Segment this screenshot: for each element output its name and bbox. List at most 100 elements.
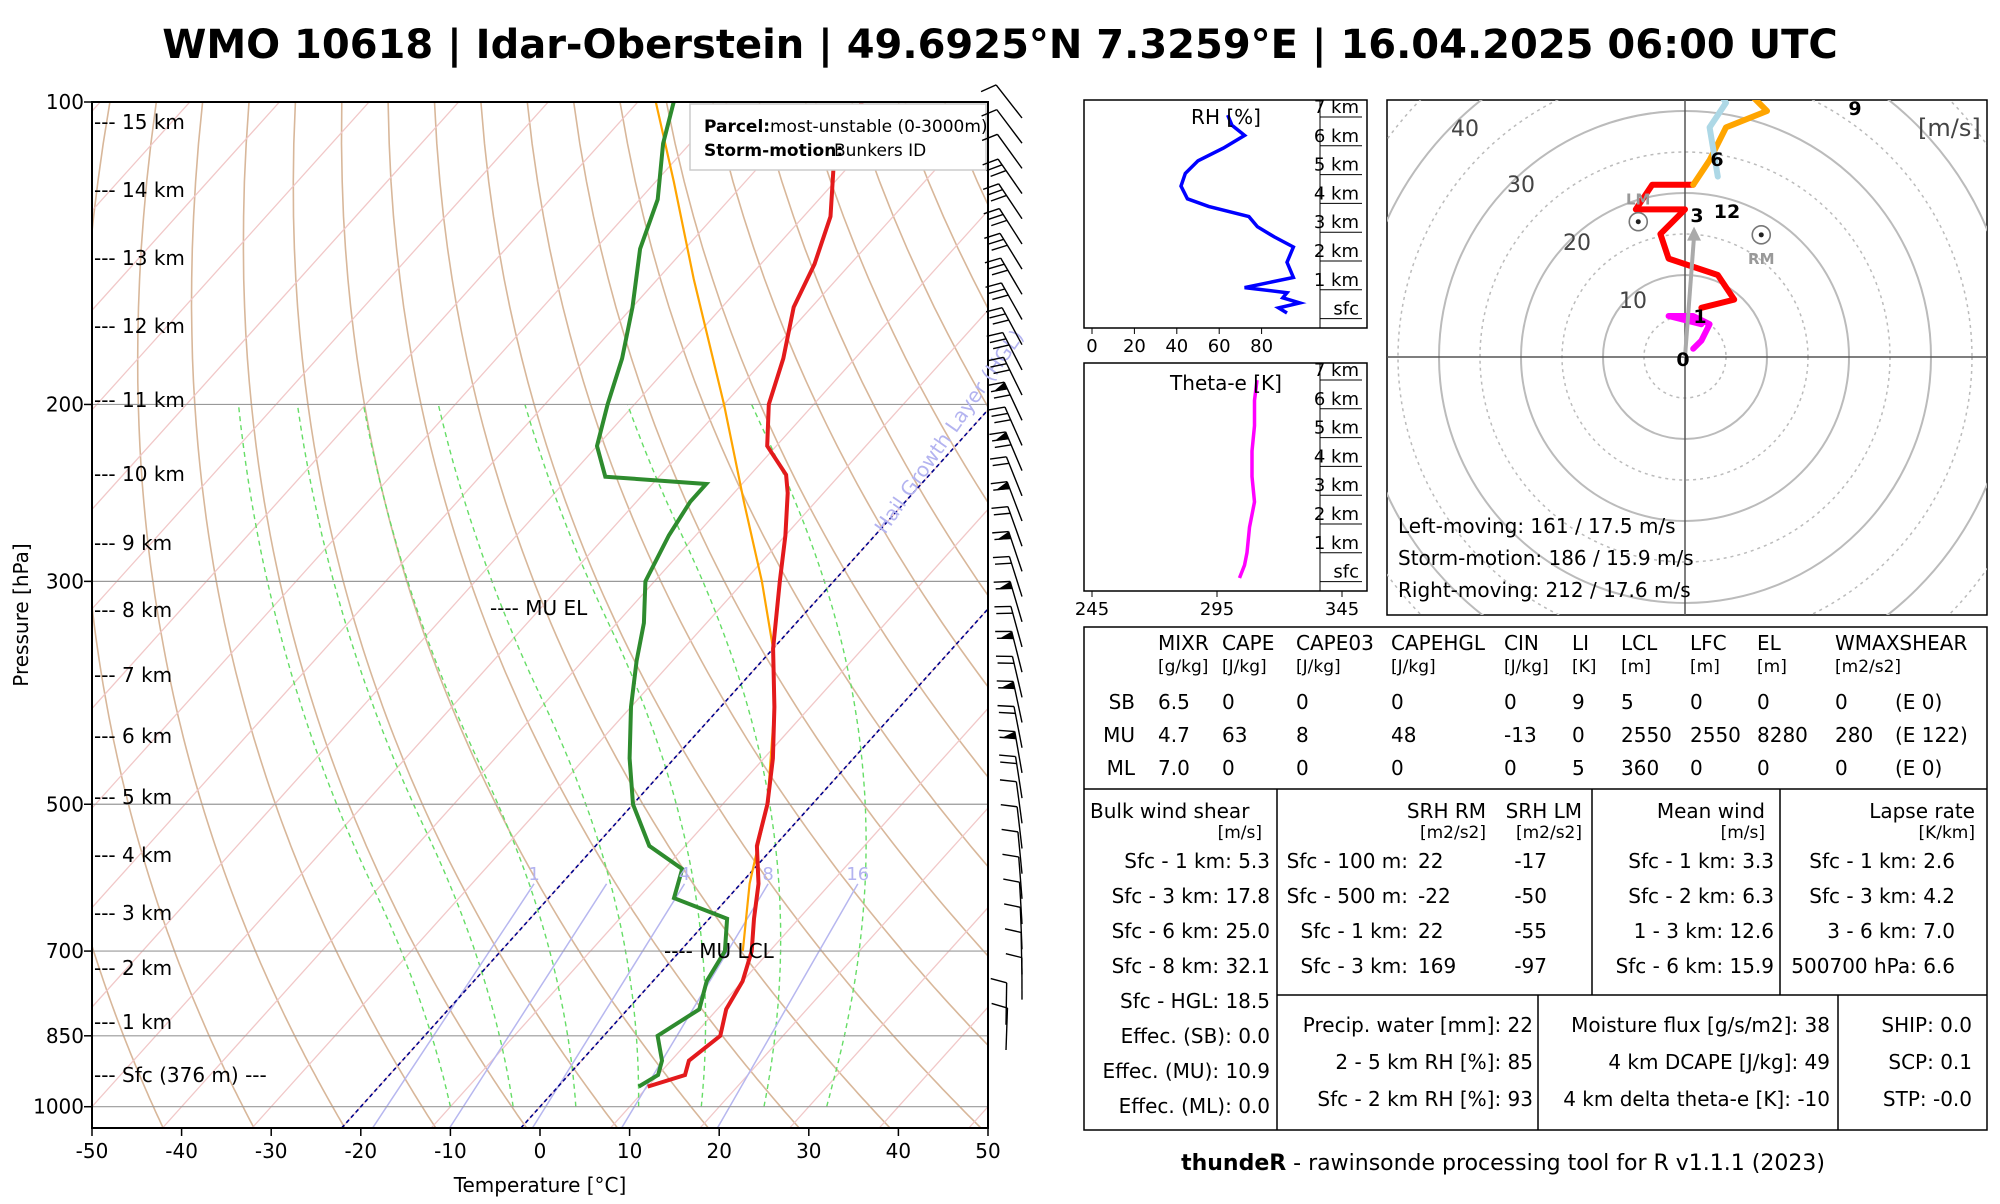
srh-lm-value: -55 xyxy=(1514,919,1547,943)
moisture-row: Sfc - 2 km RH [%]: 93 xyxy=(1317,1087,1533,1111)
thetae-height-label: sfc xyxy=(1333,562,1359,583)
barb-flag xyxy=(995,559,1011,568)
rm-label: RM xyxy=(1748,250,1774,268)
mixing-ratio-line xyxy=(532,884,684,1128)
legend-parcel-key: Parcel: xyxy=(704,117,770,137)
thetae-height-label: 3 km xyxy=(1314,475,1359,496)
km-marker: 1 xyxy=(1693,306,1706,328)
wind-barb xyxy=(1003,878,1022,925)
wind-barb xyxy=(998,728,1022,776)
barb-flag xyxy=(991,979,1007,983)
barb-flag xyxy=(988,261,1004,273)
barb-flag xyxy=(992,410,1008,420)
dry-adiabat xyxy=(243,102,526,1128)
hodograph-unit: [m/s] xyxy=(1918,114,1981,142)
height-label: --- 13 km xyxy=(94,246,185,270)
barb-flag xyxy=(1000,778,1016,784)
hodograph-ring-label: 40 xyxy=(1451,117,1479,142)
table-header: LCL xyxy=(1621,631,1658,655)
hodograph-ring-label: 10 xyxy=(1619,289,1647,314)
height-label: --- 4 km xyxy=(94,843,172,867)
table-cell: 8280 xyxy=(1757,723,1808,747)
height-label: --- 10 km xyxy=(94,462,185,486)
skewt-legend: Parcel: most-unstable (0-3000m) Storm-mo… xyxy=(690,104,988,170)
p-tick-label: 850 xyxy=(46,1024,84,1048)
composite-row: SHIP: 0.0 xyxy=(1881,1013,1972,1037)
legend-storm-value: Bunkers ID xyxy=(834,141,926,161)
table-cell: 0 xyxy=(1690,690,1703,714)
table-header: EL xyxy=(1757,631,1782,655)
rh-height-label: 5 km xyxy=(1314,155,1359,176)
mu-el-label: ---- MU EL xyxy=(490,596,588,620)
left-moving-text: Left-moving: 161 / 17.5 m/s xyxy=(1398,514,1676,538)
table-header: CAPE xyxy=(1222,631,1274,655)
srh-rm-value: 169 xyxy=(1418,954,1456,978)
barb-flag xyxy=(992,267,1008,279)
wind-barb xyxy=(985,255,1022,303)
footer-credit: thundeR - rawinsonde processing tool for… xyxy=(1181,1151,1825,1176)
height-label: --- 14 km xyxy=(94,178,185,202)
srh-rm-value: 22 xyxy=(1418,919,1443,943)
barb-flag xyxy=(990,453,1006,463)
table-cell: 0 xyxy=(1222,756,1235,780)
x-tick-label: 40 xyxy=(886,1139,911,1163)
barb-flag xyxy=(987,186,1003,198)
flux-row: 4 km DCAPE [J/kg]: 49 xyxy=(1608,1050,1830,1074)
table-header-unit: [m] xyxy=(1621,657,1651,677)
shear-row: Effec. (SB): 0.0 xyxy=(1121,1024,1270,1048)
moisture-row: Precip. water [mm]: 22 xyxy=(1303,1013,1533,1037)
x-tick-label: 20 xyxy=(706,1139,731,1163)
barb-flag xyxy=(994,416,1010,426)
barb-pennant xyxy=(1000,681,1015,692)
rh-height-label: 1 km xyxy=(1314,270,1359,291)
barb-flag xyxy=(1003,878,1019,883)
srh-row-label: Sfc - 500 m: xyxy=(1287,884,1408,908)
rh-x-tick-label: 60 xyxy=(1208,336,1231,357)
p-tick-label: 200 xyxy=(46,392,84,416)
barb-flag xyxy=(999,709,1015,716)
barb-flag xyxy=(996,653,1012,661)
barb-flag xyxy=(993,460,1009,470)
shear-title: Bulk wind shear xyxy=(1090,799,1250,823)
p-tick-label: 1000 xyxy=(33,1095,84,1119)
table-header: CAPE03 xyxy=(1296,631,1374,655)
barb-flag xyxy=(993,317,1009,328)
table-cell-extra: (E 122) xyxy=(1895,723,1968,747)
rh-x-tick-label: 40 xyxy=(1165,336,1188,357)
table-cell: 7.0 xyxy=(1158,756,1190,780)
thetae-height-label: 1 km xyxy=(1314,533,1359,554)
shear-row: Effec. (ML): 0.0 xyxy=(1119,1094,1270,1118)
lapse-row: Sfc - 1 km: 2.6 xyxy=(1809,849,1955,873)
barb-flag xyxy=(984,205,1000,217)
table-cell: 280 xyxy=(1835,723,1873,747)
mean-wind-row: Sfc - 2 km: 6.3 xyxy=(1628,884,1774,908)
table-cell: 2550 xyxy=(1690,723,1741,747)
x-tick-label: -50 xyxy=(76,1139,109,1163)
wind-barb xyxy=(1002,853,1022,900)
rh-x-tick-label: 0 xyxy=(1086,336,1097,357)
barb-flag xyxy=(989,286,1005,297)
table-cell-extra: (E 0) xyxy=(1895,690,1942,714)
mixing-ratio-line xyxy=(717,884,857,1128)
barb-flag xyxy=(991,192,1007,204)
isotherm xyxy=(0,102,548,1128)
mean-wind-row: Sfc - 6 km: 15.9 xyxy=(1616,954,1774,978)
barb-pennant xyxy=(997,581,1013,593)
height-label: --- 5 km xyxy=(94,785,172,809)
table-cell: 0 xyxy=(1222,690,1235,714)
lapse-row: Sfc - 3 km: 4.2 xyxy=(1809,884,1955,908)
table-cell: 0 xyxy=(1504,756,1517,780)
footer-bold: thundeR xyxy=(1181,1151,1286,1176)
srh-rm-unit: [m2/s2] xyxy=(1420,823,1486,843)
thetae-title: Theta-e [K] xyxy=(1169,371,1282,395)
table-cell: 0 xyxy=(1835,690,1848,714)
barb-flag xyxy=(991,1003,1007,1008)
dry-adiabat xyxy=(192,102,436,1128)
table-cell: 0 xyxy=(1296,756,1309,780)
barb-flag xyxy=(992,242,1008,254)
table-row-label: ML xyxy=(1107,756,1136,780)
height-label: --- 12 km xyxy=(94,314,185,338)
table-cell: 2550 xyxy=(1621,723,1672,747)
height-label: --- 8 km xyxy=(94,598,172,622)
